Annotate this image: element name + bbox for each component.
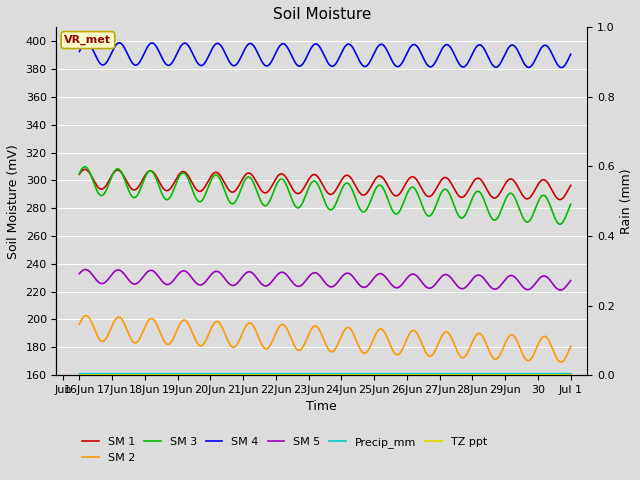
TZ ppt (76, 372, 83, 378)
Precip_mm (355, 371, 363, 377)
Precip_mm (567, 371, 575, 377)
SM 4 (557, 65, 565, 71)
SM 3 (284, 186, 292, 192)
SM 2 (355, 345, 363, 350)
SM 4 (355, 58, 363, 63)
SM 5 (303, 276, 311, 282)
SM 4 (76, 48, 83, 54)
Precip_mm (113, 371, 121, 377)
SM 5 (81, 266, 89, 272)
SM 3 (76, 171, 83, 177)
SM 5 (557, 287, 564, 293)
SM 3 (81, 164, 89, 169)
SM 5 (134, 280, 141, 286)
SM 2 (284, 328, 292, 334)
SM 5 (114, 267, 122, 273)
Precip_mm (303, 371, 310, 377)
Precip_mm (76, 371, 83, 377)
SM 1 (567, 182, 575, 188)
SM 3 (355, 205, 363, 211)
X-axis label: Time: Time (307, 400, 337, 413)
SM 5 (567, 278, 575, 284)
TZ ppt (294, 372, 302, 378)
Precip_mm (294, 371, 302, 377)
SM 1 (294, 191, 302, 196)
SM 1 (114, 167, 122, 173)
Title: Soil Moisture: Soil Moisture (273, 7, 371, 22)
SM 4 (83, 40, 90, 46)
SM 2 (567, 344, 575, 349)
SM 4 (134, 61, 141, 67)
TZ ppt (134, 372, 141, 378)
Line: SM 4: SM 4 (79, 43, 571, 68)
SM 2 (557, 359, 565, 365)
SM 4 (303, 53, 311, 59)
Precip_mm (284, 371, 292, 377)
TZ ppt (303, 372, 310, 378)
TZ ppt (113, 372, 121, 378)
SM 3 (556, 221, 564, 227)
SM 4 (114, 40, 122, 46)
SM 5 (294, 284, 302, 289)
SM 1 (303, 179, 311, 185)
Text: VR_met: VR_met (65, 35, 111, 45)
Line: SM 2: SM 2 (79, 315, 571, 362)
SM 5 (76, 271, 83, 276)
SM 3 (567, 202, 575, 207)
SM 3 (303, 189, 311, 194)
SM 5 (355, 282, 363, 288)
Line: SM 1: SM 1 (79, 169, 571, 200)
TZ ppt (355, 372, 363, 378)
SM 5 (284, 274, 292, 279)
SM 4 (284, 46, 292, 51)
TZ ppt (567, 372, 575, 378)
SM 2 (114, 314, 122, 320)
SM 1 (134, 185, 141, 191)
SM 3 (134, 192, 141, 198)
SM 2 (76, 321, 83, 327)
Line: SM 5: SM 5 (79, 269, 571, 290)
SM 2 (303, 335, 311, 341)
SM 3 (294, 205, 302, 211)
Legend: SM 1, SM 2, SM 3, SM 4, SM 5, Precip_mm, TZ ppt: SM 1, SM 2, SM 3, SM 4, SM 5, Precip_mm,… (78, 432, 492, 467)
Y-axis label: Rain (mm): Rain (mm) (620, 168, 633, 234)
SM 2 (82, 312, 90, 318)
SM 1 (355, 189, 363, 195)
SM 1 (76, 171, 83, 177)
SM 3 (114, 166, 122, 172)
Y-axis label: Soil Moisture (mV): Soil Moisture (mV) (7, 144, 20, 259)
Line: SM 3: SM 3 (79, 167, 571, 224)
SM 4 (294, 63, 302, 69)
SM 1 (556, 197, 564, 203)
SM 2 (134, 338, 141, 344)
TZ ppt (284, 372, 292, 378)
SM 1 (284, 178, 292, 184)
SM 1 (81, 167, 89, 172)
Precip_mm (134, 371, 141, 377)
SM 4 (567, 51, 575, 57)
SM 2 (294, 348, 302, 353)
